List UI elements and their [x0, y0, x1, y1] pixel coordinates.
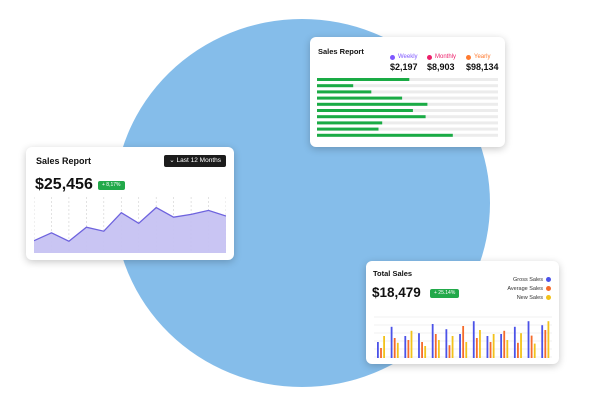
bar: [431, 324, 434, 358]
bar: [410, 330, 413, 358]
bar: [317, 90, 372, 94]
metric-weekly: Weekly $2,197: [390, 54, 418, 72]
bar-track: [317, 121, 498, 125]
bar: [317, 109, 413, 112]
average-dot-icon: [546, 286, 551, 291]
metric-value: $2,197: [390, 62, 418, 72]
metric-value: $8,903: [427, 62, 455, 72]
metric-label: Yearly: [474, 54, 491, 60]
bar: [390, 326, 393, 358]
bar: [380, 348, 382, 358]
monthly-dot-icon: [427, 54, 432, 60]
bar: [486, 336, 489, 358]
bar: [533, 343, 536, 358]
change-badge: + 8,17%: [98, 181, 125, 190]
bar: [513, 326, 516, 358]
change-badge: + 25.14%: [430, 289, 460, 298]
bar: [527, 321, 530, 358]
bar: [317, 96, 403, 100]
yearly-dot-icon: [466, 54, 471, 60]
bar: [547, 321, 550, 358]
sales-area-chart: [34, 197, 226, 253]
metric-label: Weekly: [398, 54, 418, 60]
bar: [492, 334, 495, 358]
legend-label: New Sales: [516, 294, 543, 301]
bar-track: [317, 127, 498, 131]
bar: [317, 115, 426, 119]
bar: [317, 84, 354, 88]
bar-track: [317, 84, 498, 88]
bar: [404, 336, 407, 358]
bar: [451, 336, 454, 358]
bar: [541, 325, 544, 358]
bar: [393, 338, 396, 358]
gross-dot-icon: [546, 277, 551, 282]
bar: [503, 330, 506, 358]
metric-monthly: Monthly $8,903: [427, 54, 456, 72]
bar: [472, 321, 475, 358]
sales-total: $18,479: [372, 285, 421, 300]
legend-item: New Sales: [507, 293, 551, 302]
bar: [437, 340, 440, 358]
chart-legend: Gross Sales Average Sales New Sales: [507, 275, 551, 302]
grouped-bar-chart: [374, 316, 552, 358]
legend-label: Average Sales: [507, 285, 543, 292]
sales-report-card: Sales Report ⌄ Last 12 Months $25,456 + …: [26, 147, 234, 260]
bar: [459, 334, 461, 358]
bar: [421, 342, 423, 358]
horizontal-bar-chart: [317, 78, 498, 137]
total-sales-card: Total Sales $18,479 + 25.14% Gross Sales…: [366, 261, 559, 364]
bar: [479, 330, 481, 358]
bar: [317, 102, 428, 106]
series-line: [34, 206, 226, 242]
card-title: Total Sales: [373, 269, 413, 278]
sales-report-summary-card: Sales Report Weekly $2,197 Monthly $8,90…: [310, 37, 505, 147]
period-dropdown-button[interactable]: ⌄ Last 12 Months: [164, 155, 226, 167]
bar: [407, 340, 410, 358]
bar: [448, 345, 451, 358]
bar: [462, 326, 465, 358]
metric-value: $98,134: [466, 62, 499, 72]
card-title: Sales Report: [36, 156, 92, 166]
bar: [506, 340, 509, 358]
metric-yearly: Yearly $98,134: [466, 54, 499, 72]
metric-label: Monthly: [435, 54, 457, 60]
period-label: Last 12 Months: [176, 157, 221, 164]
bar-track: [317, 96, 498, 100]
bar: [475, 338, 478, 358]
bar: [317, 133, 453, 137]
bar: [377, 342, 379, 358]
area-fill: [34, 207, 226, 253]
new-dot-icon: [546, 295, 551, 300]
bar: [500, 334, 503, 358]
bar: [465, 342, 468, 358]
bar: [530, 335, 533, 358]
bar: [489, 342, 492, 358]
bar: [520, 333, 522, 358]
bar: [434, 334, 437, 358]
bar: [383, 336, 385, 358]
legend-item: Average Sales: [507, 284, 551, 293]
bar: [317, 127, 379, 131]
card-title: Sales Report: [318, 47, 364, 56]
weekly-dot-icon: [390, 54, 395, 60]
bar: [544, 330, 547, 358]
legend-label: Gross Sales: [513, 276, 543, 283]
legend-item: Gross Sales: [507, 275, 551, 284]
bar-track: [317, 90, 498, 94]
bar: [517, 342, 519, 358]
bar: [396, 342, 399, 358]
chevron-down-icon: ⌄: [169, 157, 175, 164]
bar: [317, 121, 383, 125]
sales-total: $25,456: [35, 176, 93, 193]
bar: [445, 329, 448, 358]
bar: [317, 78, 410, 81]
bar: [424, 346, 427, 358]
bar: [418, 333, 420, 358]
